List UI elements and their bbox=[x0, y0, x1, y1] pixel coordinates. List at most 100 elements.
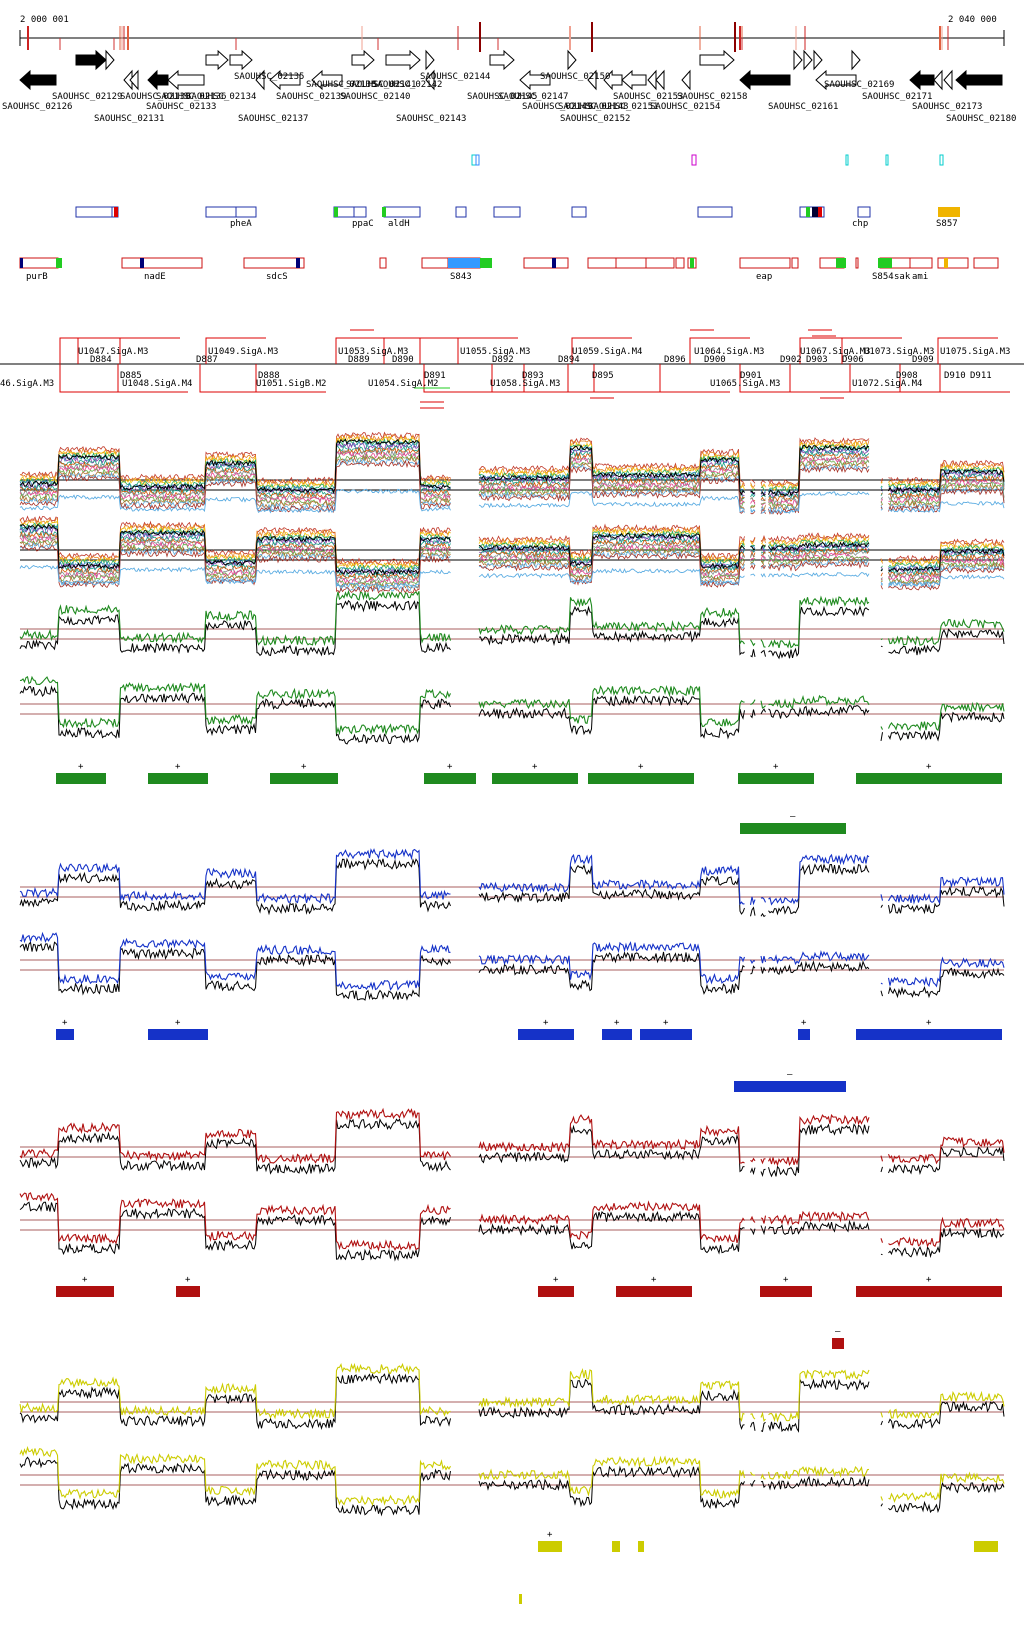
gene-label[interactable]: SAOUHSC_02154 bbox=[650, 102, 720, 112]
gene-label[interactable]: SAOUHSC_02137 bbox=[238, 114, 308, 124]
annotation-label[interactable]: sak bbox=[894, 272, 911, 282]
annotation-box bbox=[697, 206, 733, 218]
annotation-mark bbox=[836, 258, 846, 268]
gene-label[interactable]: SAOUHSC_02152 bbox=[560, 114, 630, 124]
tu-down-label[interactable]: D894 bbox=[558, 355, 580, 365]
gene-label[interactable]: SAOUHSC_02149 bbox=[522, 102, 592, 112]
tu-down-label[interactable]: D893 bbox=[522, 371, 544, 381]
gene-label[interactable]: SAOUHSC_02130 bbox=[120, 92, 190, 102]
gene-label[interactable]: SAOUHSC_02180 bbox=[946, 114, 1016, 124]
gene-label[interactable]: SAOUHSC_02147 bbox=[498, 92, 568, 102]
expression-trace bbox=[19, 533, 1005, 583]
tu-label[interactable]: U1073.SigA.M3 bbox=[864, 347, 934, 357]
gene-label[interactable]: SAOUHSC_02134 bbox=[186, 92, 256, 102]
tu-down-label[interactable]: D884 bbox=[90, 355, 112, 365]
tu-bracket bbox=[255, 364, 326, 393]
annotation-label[interactable]: S854 bbox=[872, 272, 894, 282]
tu-down-label[interactable]: D906 bbox=[842, 355, 864, 365]
gene-label[interactable]: SAOUHSC_02158 bbox=[677, 92, 747, 102]
gene-label[interactable]: SAOUHSC_02151 bbox=[588, 102, 658, 112]
tu-down-label[interactable]: D911 bbox=[970, 371, 992, 381]
tu-label[interactable]: U1051.SigB.M2 bbox=[256, 379, 326, 389]
gene-label[interactable]: SAOUHSC_02135 bbox=[234, 72, 304, 82]
gene-label[interactable]: SAOUHSC_02141 bbox=[346, 80, 416, 90]
coord-end-label: 2 040 000 bbox=[948, 15, 997, 25]
blue-annotation-track bbox=[75, 206, 960, 218]
gene-label[interactable]: SAOUHSC_02153 bbox=[613, 92, 683, 102]
sample-trace bbox=[19, 931, 1005, 991]
gene-label[interactable]: SAOUHSC_02126 bbox=[2, 102, 72, 112]
tu-label[interactable]: U1065.SigA.M3 bbox=[710, 379, 780, 389]
annotation-label[interactable]: ppaC bbox=[352, 219, 374, 229]
gene-label[interactable]: SAOUHSC_02145 bbox=[467, 92, 537, 102]
annotation-label[interactable]: eap bbox=[756, 272, 772, 282]
annotation-box bbox=[493, 206, 521, 218]
gene-label[interactable]: SAOUHSC_02150 bbox=[540, 72, 610, 82]
tu-down-label[interactable]: D895 bbox=[592, 371, 614, 381]
red-annotation-labels: purB nadE sdcS S843 eap S854 sak ami bbox=[26, 272, 928, 282]
gene-label[interactable]: SAOUHSC_02173 bbox=[912, 102, 982, 112]
gene-label[interactable]: SAOUHSC_02142 bbox=[372, 80, 442, 90]
tu-label[interactable]: U1075.SigA.M3 bbox=[940, 347, 1010, 357]
tu-label[interactable]: U1049.SigA.M3 bbox=[208, 347, 278, 357]
tu-label[interactable]: U1072.SigA.M4 bbox=[852, 379, 922, 389]
segment-sign: + bbox=[175, 762, 181, 772]
tu-down-label[interactable]: D909 bbox=[912, 355, 934, 365]
annotation-label[interactable]: nadE bbox=[144, 272, 166, 282]
annotation-box bbox=[523, 257, 569, 269]
annotation-box bbox=[855, 257, 859, 269]
annotation-label[interactable]: chp bbox=[852, 219, 868, 229]
segment-sign: + bbox=[543, 1018, 549, 1028]
tu-label[interactable]: U1059.SigA.M4 bbox=[572, 347, 642, 357]
expression-trace bbox=[19, 515, 1005, 566]
gene-label[interactable]: SAOUHSC_02171 bbox=[862, 92, 932, 102]
annotation-mark bbox=[944, 258, 948, 268]
tu-label[interactable]: U1067.SigA.M3 bbox=[800, 347, 870, 357]
annotation-label[interactable]: sdcS bbox=[266, 272, 288, 282]
gene-label[interactable]: SAOUHSC_02143 bbox=[396, 114, 466, 124]
annotation-label[interactable]: purB bbox=[26, 272, 48, 282]
gene-label[interactable]: SAOUHSC_02129 bbox=[52, 92, 122, 102]
tu-down-label[interactable]: D892 bbox=[492, 355, 514, 365]
tu-down-label[interactable]: D887 bbox=[196, 355, 218, 365]
tu-down-label[interactable]: D890 bbox=[392, 355, 414, 365]
tu-label[interactable]: U1058.SigA.M3 bbox=[490, 379, 560, 389]
gene-label[interactable]: SAOUHSC_02138 bbox=[306, 80, 376, 90]
tu-down-label[interactable]: D908 bbox=[896, 371, 918, 381]
tu-label[interactable]: U1048.SigA.M4 bbox=[122, 379, 192, 389]
tu-down-label[interactable]: D885 bbox=[120, 371, 142, 381]
gene-label[interactable]: SAOUHSC_02161 bbox=[768, 102, 838, 112]
gene-label[interactable]: SAOUHSC_02140 bbox=[340, 92, 410, 102]
tu-label[interactable]: 46.SigA.M3 bbox=[0, 379, 54, 389]
tu-label[interactable]: U1053.SigA.M3 bbox=[338, 347, 408, 357]
annotation-label[interactable]: ami bbox=[912, 272, 928, 282]
gene-label[interactable]: SAOUHSC_02131 bbox=[94, 114, 164, 124]
gene-label[interactable]: SAOUHSC_02139 bbox=[276, 92, 346, 102]
annotation-label[interactable]: pheA bbox=[230, 219, 252, 229]
tu-down-label[interactable]: D910 bbox=[944, 371, 966, 381]
annotation-label[interactable]: S843 bbox=[450, 272, 472, 282]
gene-label[interactable]: SAOUHSC_02169 bbox=[824, 80, 894, 90]
gene-label[interactable]: SAOUHSC_02144 bbox=[420, 72, 490, 82]
tu-down-label[interactable]: D896 bbox=[664, 355, 686, 365]
gene-label[interactable]: SAOUHSC_02136 bbox=[156, 92, 226, 102]
tu-label[interactable]: U1047.SigA.M3 bbox=[78, 347, 148, 357]
tu-down-label[interactable]: D891 bbox=[424, 371, 446, 381]
tu-down-label[interactable]: D900 bbox=[704, 355, 726, 365]
tu-down-label[interactable]: D903 bbox=[806, 355, 828, 365]
blue-annotation-labels: pheA ppaC aldH chp S857 bbox=[230, 219, 958, 229]
tu-label[interactable]: U1055.SigA.M3 bbox=[460, 347, 530, 357]
tu-down-label[interactable]: D902 bbox=[780, 355, 802, 365]
tu-down-label[interactable]: D888 bbox=[258, 371, 280, 381]
annotation-box bbox=[791, 257, 799, 269]
gene-label[interactable]: SAOUHSC_02133 bbox=[146, 102, 216, 112]
tu-label[interactable]: U1054.SigA.M2 bbox=[368, 379, 438, 389]
tu-label[interactable]: U1064.SigA.M3 bbox=[694, 347, 764, 357]
tu-down-label[interactable]: D889 bbox=[348, 355, 370, 365]
segment-bar bbox=[176, 1286, 200, 1297]
gene-label[interactable]: SAOUHSC_02148 bbox=[558, 102, 628, 112]
annotation-label[interactable]: aldH bbox=[388, 219, 410, 229]
annotation-label[interactable]: S857 bbox=[936, 219, 958, 229]
tu-bracket bbox=[59, 364, 130, 393]
tu-down-label[interactable]: D901 bbox=[740, 371, 762, 381]
